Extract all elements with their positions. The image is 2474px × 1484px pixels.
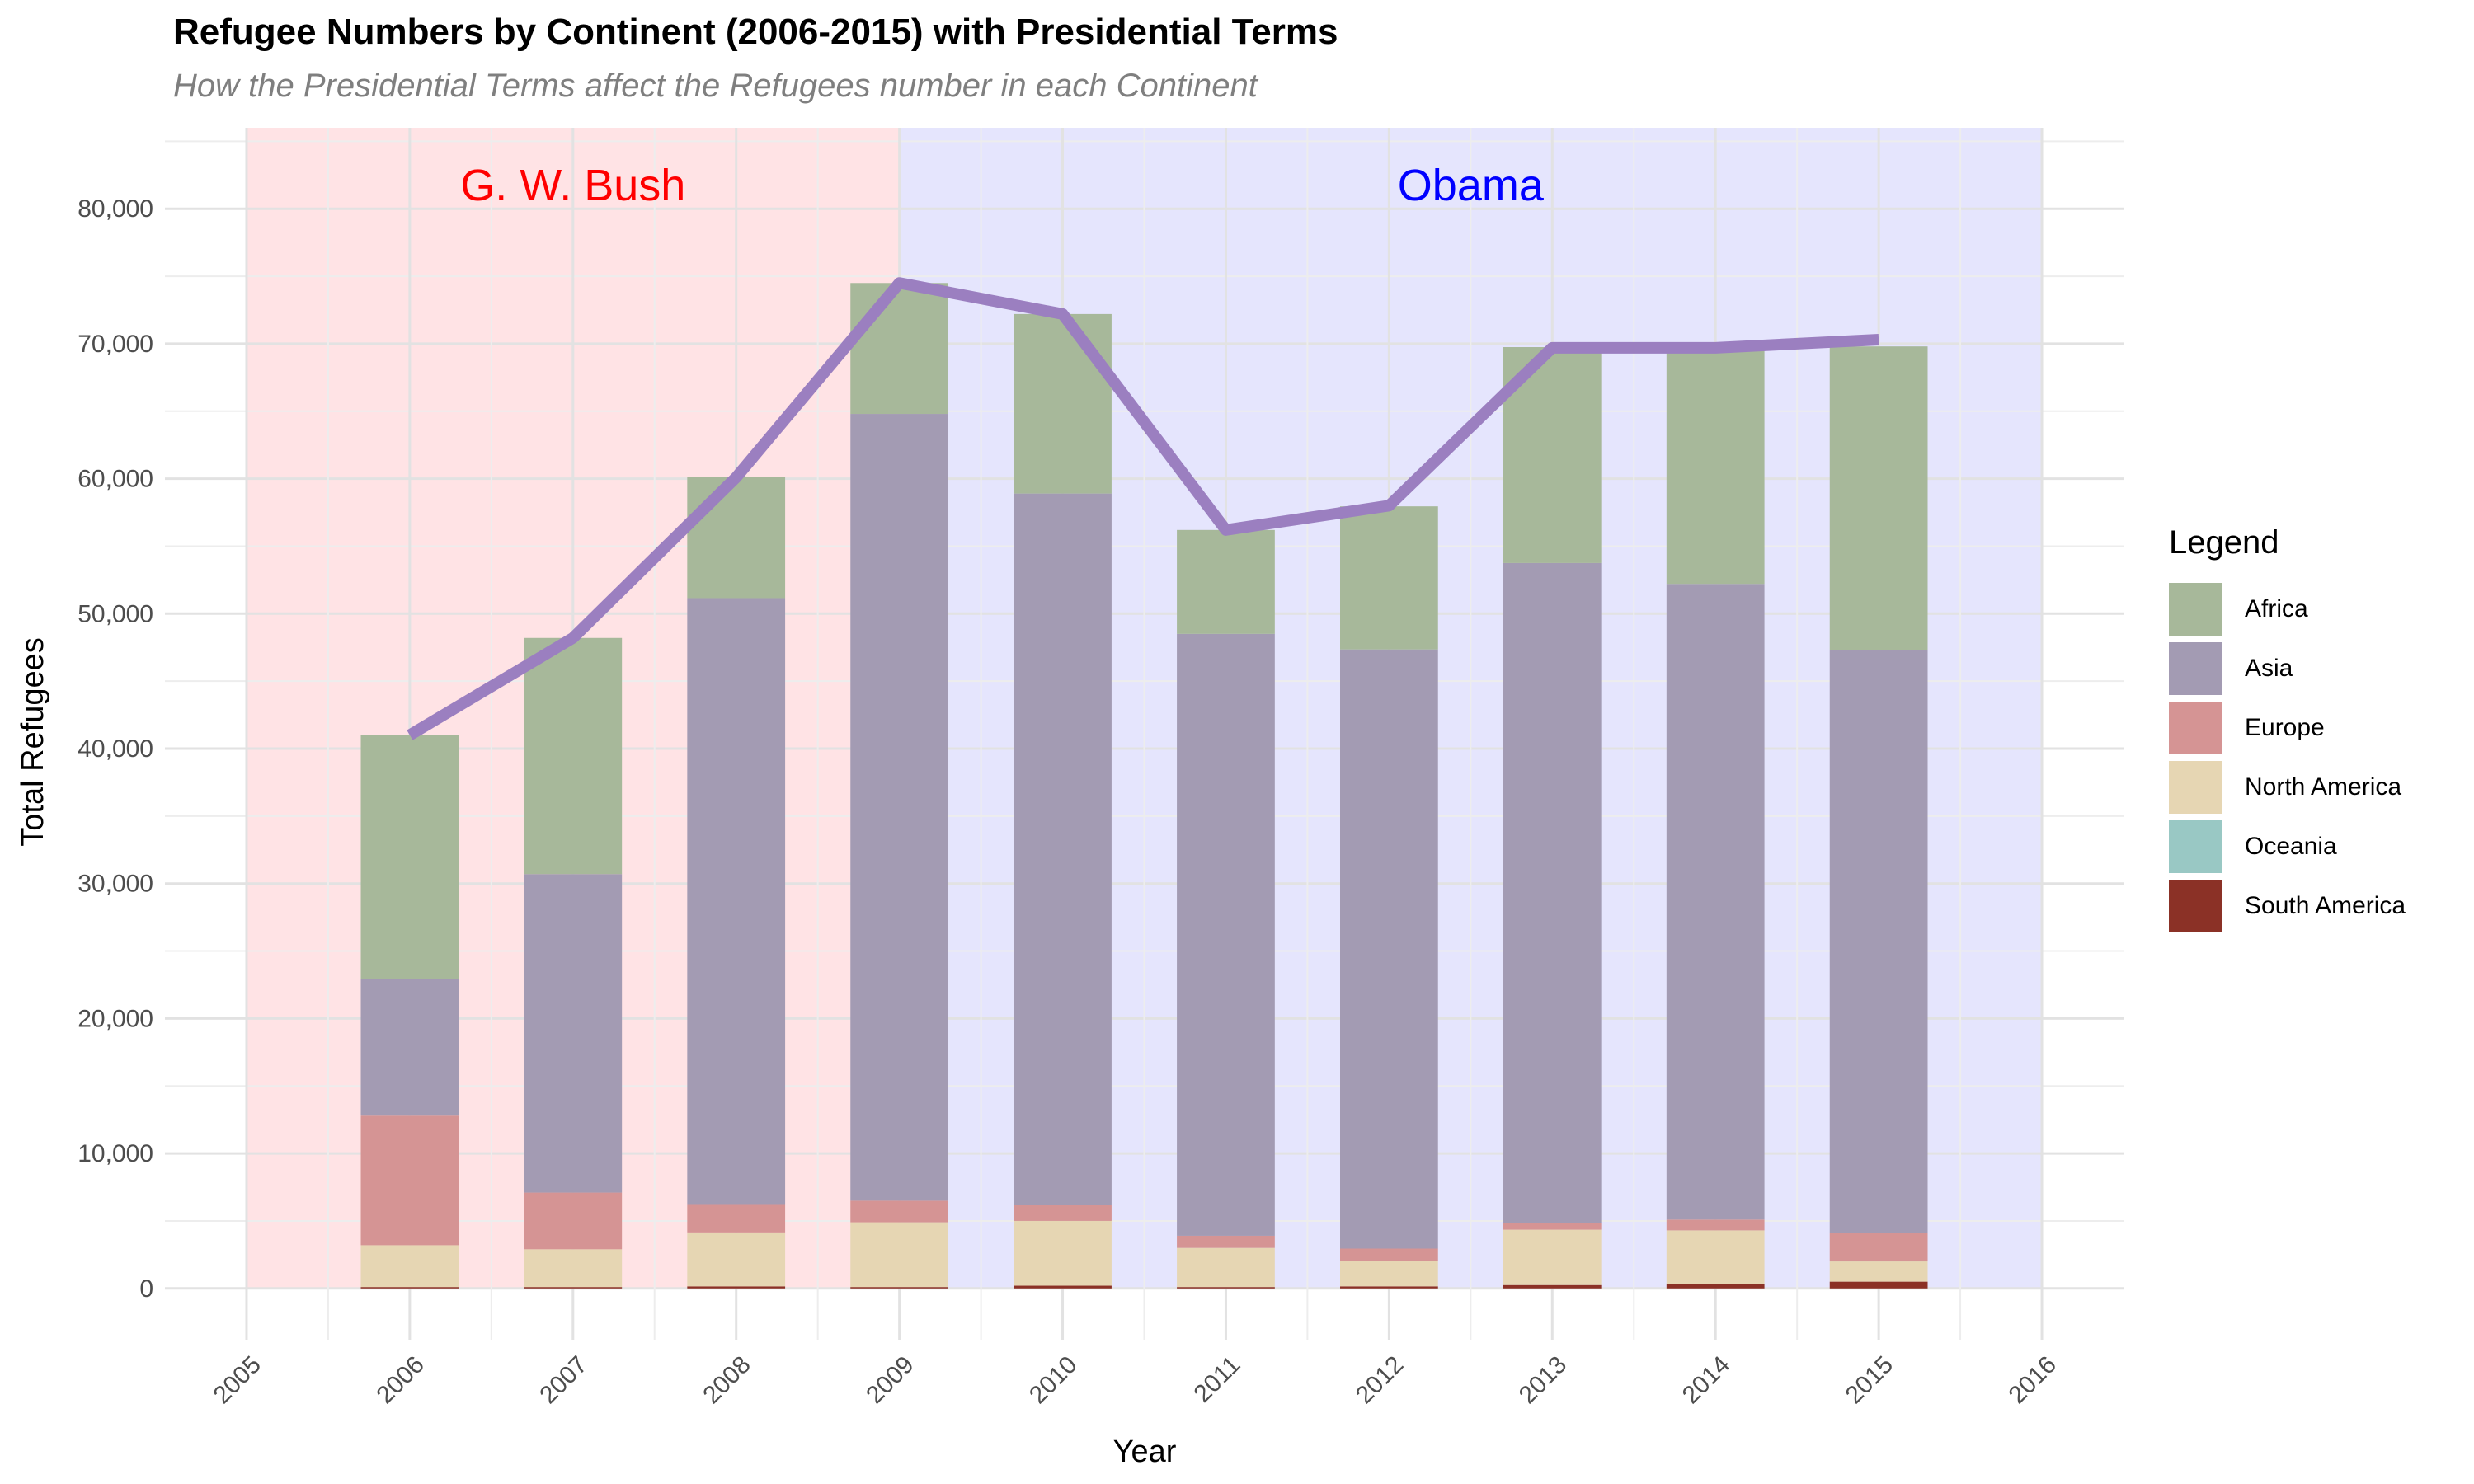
y-tick-label: 60,000 <box>78 466 153 493</box>
legend-item: North America <box>2169 758 2406 817</box>
y-tick-label: 70,000 <box>78 331 153 358</box>
bar-north-america-2011 <box>1177 1247 1275 1288</box>
legend-label: North America <box>2245 773 2402 801</box>
bar-asia-2008 <box>687 598 786 1205</box>
bar-europe-2013 <box>1503 1223 1602 1230</box>
legend-swatch <box>2169 642 2222 695</box>
legend-title: Legend <box>2169 524 2279 561</box>
bar-asia-2012 <box>1340 649 1438 1249</box>
bar-asia-2014 <box>1666 584 1765 1220</box>
x-tick-label: 2012 <box>1351 1351 1409 1410</box>
legend-item: Oceania <box>2169 817 2406 876</box>
bar-africa-2012 <box>1340 506 1438 650</box>
bar-south-america-2009 <box>850 1287 948 1289</box>
bar-north-america-2008 <box>687 1232 786 1287</box>
y-tick-label: 50,000 <box>78 600 153 627</box>
bar-europe-2011 <box>1177 1235 1275 1248</box>
legend-swatch <box>2169 820 2222 873</box>
bar-africa-2008 <box>687 477 786 599</box>
bar-europe-2006 <box>360 1115 459 1246</box>
legend-swatch <box>2169 702 2222 754</box>
x-tick-label: 2016 <box>2004 1351 2062 1410</box>
bar-europe-2009 <box>850 1200 948 1223</box>
bar-asia-2010 <box>1014 493 1112 1205</box>
x-tick-label: 2011 <box>1189 1351 1246 1408</box>
chart-title: Refugee Numbers by Continent (2006-2015)… <box>173 12 1338 52</box>
bar-asia-2007 <box>524 874 623 1193</box>
y-tick-label: 10,000 <box>78 1140 153 1167</box>
bar-europe-2007 <box>524 1192 623 1250</box>
x-tick-label: 2005 <box>208 1351 266 1410</box>
bar-africa-2009 <box>850 283 948 415</box>
x-axis-label: Year <box>1113 1435 1177 1469</box>
x-tick-label: 2008 <box>698 1351 756 1410</box>
bar-asia-2013 <box>1503 562 1602 1223</box>
bar-south-america-2015 <box>1829 1281 1928 1289</box>
x-tick-label: 2007 <box>534 1351 593 1410</box>
bar-africa-2006 <box>360 735 459 979</box>
bar-europe-2015 <box>1829 1233 1928 1262</box>
bar-north-america-2013 <box>1503 1229 1602 1285</box>
bar-asia-2011 <box>1177 633 1275 1236</box>
y-tick-label: 20,000 <box>78 1005 153 1032</box>
bar-africa-2010 <box>1014 313 1112 494</box>
term-label-1: Obama <box>1398 161 1545 210</box>
y-tick-label: 30,000 <box>78 871 153 898</box>
bar-south-america-2011 <box>1177 1287 1275 1289</box>
bar-africa-2015 <box>1829 346 1928 650</box>
bar-africa-2014 <box>1666 347 1765 585</box>
legend-item: South America <box>2169 876 2406 936</box>
x-tick-label: 2015 <box>1841 1351 1899 1410</box>
bar-north-america-2009 <box>850 1222 948 1288</box>
bar-africa-2007 <box>524 637 623 875</box>
legend: Legend Africa Asia Europe North America Ocea… <box>2169 524 2406 936</box>
bar-asia-2015 <box>1829 650 1928 1233</box>
x-tick-label: 2006 <box>371 1351 430 1410</box>
legend-item: Africa <box>2169 580 2406 639</box>
y-tick-label: 40,000 <box>78 735 153 763</box>
term-label-0: G. W. Bush <box>460 161 685 210</box>
bar-south-america-2007 <box>524 1287 623 1289</box>
bar-europe-2010 <box>1014 1205 1112 1221</box>
bar-north-america-2010 <box>1014 1220 1112 1286</box>
total-refugees-line <box>407 277 1879 740</box>
bar-asia-2006 <box>360 979 459 1116</box>
legend-item: Europe <box>2169 698 2406 758</box>
bar-north-america-2006 <box>360 1245 459 1288</box>
bar-europe-2008 <box>687 1204 786 1233</box>
bar-north-america-2007 <box>524 1249 623 1288</box>
legend-label: Africa <box>2245 595 2308 622</box>
legend-swatch <box>2169 761 2222 814</box>
bar-europe-2012 <box>1340 1248 1438 1261</box>
y-tick-label: 0 <box>139 1275 153 1303</box>
legend-swatch <box>2169 583 2222 636</box>
chart-subtitle: How the Presidential Terms affect the Re… <box>173 68 1258 104</box>
bar-north-america-2014 <box>1666 1230 1765 1284</box>
bar-north-america-2012 <box>1340 1261 1438 1287</box>
x-tick-label: 2009 <box>861 1351 920 1410</box>
legend-label: Oceania <box>2245 833 2337 860</box>
legend-swatch <box>2169 880 2222 932</box>
bar-south-america-2013 <box>1503 1284 1602 1289</box>
bar-africa-2011 <box>1177 529 1275 634</box>
bar-europe-2014 <box>1666 1219 1765 1231</box>
bar-south-america-2014 <box>1666 1284 1765 1289</box>
legend-label: Asia <box>2245 655 2293 682</box>
bar-south-america-2012 <box>1340 1286 1438 1289</box>
legend-label: South America <box>2245 892 2406 919</box>
x-tick-label: 2013 <box>1514 1351 1573 1410</box>
bar-south-america-2010 <box>1014 1285 1112 1289</box>
y-tick-label: 80,000 <box>78 195 153 223</box>
y-axis-label: Total Refugees <box>16 637 50 847</box>
bar-asia-2009 <box>850 414 948 1201</box>
legend-label: Europe <box>2245 714 2325 741</box>
x-tick-label: 2010 <box>1024 1351 1083 1410</box>
x-tick-label: 2014 <box>1677 1351 1736 1410</box>
bar-south-america-2008 <box>687 1286 786 1289</box>
bar-north-america-2015 <box>1829 1261 1928 1282</box>
legend-item: Asia <box>2169 639 2406 698</box>
bar-south-america-2006 <box>360 1287 459 1289</box>
